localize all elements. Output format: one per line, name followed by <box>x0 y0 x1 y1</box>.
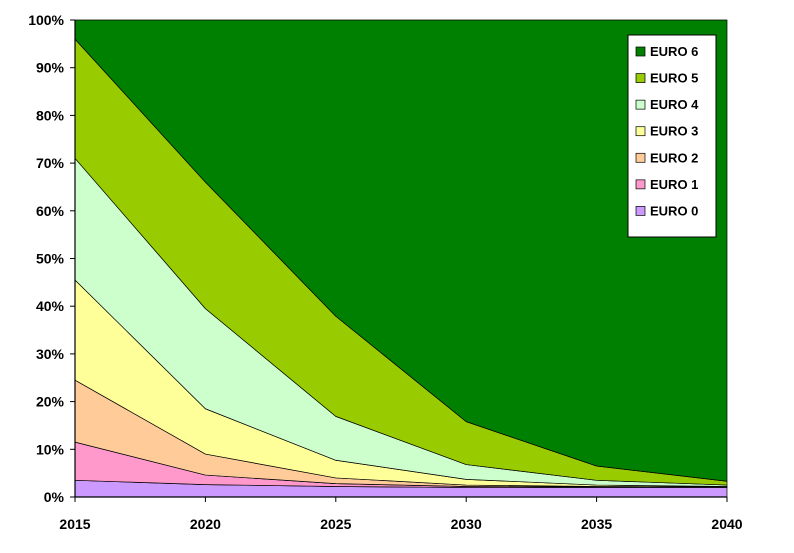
legend-label-euro-2: EURO 2 <box>650 150 698 165</box>
y-tick-label: 10% <box>36 441 65 457</box>
y-tick-label: 0% <box>44 489 65 505</box>
legend-swatch-euro-6 <box>635 46 646 57</box>
x-tick-label: 2020 <box>190 516 221 532</box>
legend: EURO 6 EURO 5 EURO 4 EURO 3 EURO 2 EURO 1 EURO… <box>627 34 717 238</box>
y-tick-label: 70% <box>36 155 65 171</box>
area-series-euro-6 <box>74 19 728 482</box>
legend-label-euro-1: EURO 1 <box>650 177 698 192</box>
y-tick-label: 100% <box>28 12 64 28</box>
legend-label-euro-4: EURO 4 <box>650 97 699 112</box>
y-tick-label: 30% <box>36 346 65 362</box>
legend-swatch-euro-3 <box>635 126 646 137</box>
legend-label-euro-5: EURO 5 <box>650 71 698 86</box>
y-tick-label: 80% <box>36 107 65 123</box>
y-axis-ticks: 0% 10% 20% 30% 40% 50% 60% 70% 80% 90% 100% <box>28 12 75 505</box>
y-tick-label: 90% <box>36 60 65 76</box>
legend-swatch-euro-4 <box>635 99 646 110</box>
x-tick-label: 2040 <box>711 516 742 532</box>
x-tick-label: 2030 <box>451 516 482 532</box>
x-axis-ticks: 2015 2020 2025 2030 2035 2040 <box>59 497 743 532</box>
legend-swatch-euro-5 <box>635 73 646 83</box>
y-tick-label: 60% <box>36 203 65 219</box>
legend-label-euro-3: EURO 3 <box>650 124 698 139</box>
legend-label-euro-0: EURO 0 <box>650 203 698 218</box>
legend-swatch-euro-2 <box>635 152 646 163</box>
legend-swatch-euro-1 <box>635 179 646 190</box>
legend-label-euro-6: EURO 6 <box>650 44 698 59</box>
y-tick-label: 20% <box>36 394 65 410</box>
x-tick-label: 2025 <box>320 516 351 532</box>
area-layers <box>74 19 728 498</box>
y-tick-label: 50% <box>36 251 65 267</box>
x-tick-label: 2035 <box>581 516 612 532</box>
y-tick-label: 40% <box>36 298 65 314</box>
legend-swatch-euro-0 <box>635 206 646 216</box>
x-tick-label: 2015 <box>59 516 90 532</box>
